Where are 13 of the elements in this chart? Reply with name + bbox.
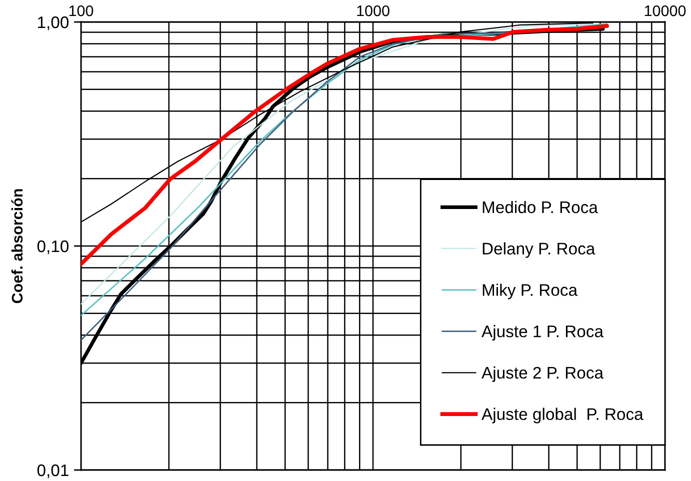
legend-label: Miky P. Roca xyxy=(482,284,578,300)
y-tick-label: 1,00 xyxy=(38,16,69,30)
x-tick-label: 100 xyxy=(69,5,94,16)
legend-label: Medido P. Roca xyxy=(482,200,598,214)
legend-label: Delany P. Roca xyxy=(482,242,596,258)
legend-label: Ajuste 2 P. Roca xyxy=(482,366,604,382)
y-axis-title: Coef. absorción xyxy=(11,189,23,304)
legend-label: Ajuste global P. Roca xyxy=(482,408,644,424)
legend-label: Ajuste 1 P. Roca xyxy=(482,325,604,341)
y-tick-label: 0,01 xyxy=(37,464,68,478)
x-tick-label: 10000 xyxy=(644,5,686,16)
x-tick-label: 1000 xyxy=(357,5,390,16)
y-tick-label: 0,10 xyxy=(37,240,69,254)
